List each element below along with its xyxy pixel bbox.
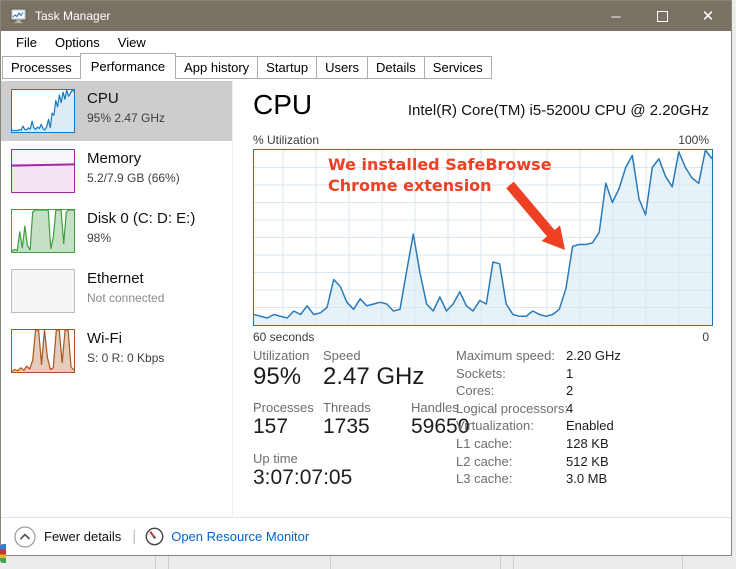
- processes-value: 157: [253, 415, 289, 438]
- sidebar-item-disk0[interactable]: Disk 0 (C: D: E:) 98%: [1, 201, 232, 261]
- tab-processes[interactable]: Processes: [2, 56, 81, 79]
- detail-row: L2 cache: 512 KB: [456, 453, 609, 469]
- menu-file[interactable]: File: [16, 35, 37, 50]
- ethernet-chart-icon: [11, 269, 75, 313]
- annotation-arrow-icon: [506, 181, 565, 250]
- chart-canvas: [254, 150, 712, 325]
- annotation-text: We installed SafeBrowse Chrome extension: [328, 155, 552, 195]
- memory-fill: [12, 164, 74, 192]
- tab-performance[interactable]: Performance: [79, 53, 177, 79]
- detail-row: Sockets: 1: [456, 365, 574, 381]
- cpu-details-list: Maximum speed: 2.20 GHz Sockets: 1 Cores: 2…: [456, 348, 714, 489]
- handles-label: Handles: [411, 400, 459, 415]
- task-manager-window: Task Manager ─ ✕ File Options View Proce…: [0, 0, 732, 556]
- background-divider: [513, 556, 514, 569]
- performance-sidebar: CPU 95% 2.47 GHz Memory 5.2/7.9 GB (66%)…: [1, 81, 233, 517]
- utilization-value: 95%: [253, 363, 302, 390]
- menu-options[interactable]: Options: [54, 35, 100, 50]
- sidebar-item-subtitle: 5.2/7.9 GB (66%): [87, 171, 180, 185]
- sidebar-item-subtitle: 95% 2.47 GHz: [87, 111, 166, 125]
- sidebar-item-title: Wi-Fi: [87, 330, 122, 347]
- chevron-up-circle-icon: [14, 525, 36, 548]
- window-title: Task Manager: [35, 9, 111, 23]
- sidebar-item-wifi[interactable]: Wi-Fi S: 0 R: 0 Kbps: [1, 321, 232, 381]
- menu-view[interactable]: View: [117, 35, 146, 50]
- uptime-label: Up time: [253, 451, 298, 466]
- tab-strip: Processes Performance App history Startu…: [2, 53, 731, 79]
- processor-name: Intel(R) Core(TM) i5-5200U CPU @ 2.20GHz: [407, 102, 709, 119]
- sidebar-item-subtitle: Not connected: [87, 291, 165, 305]
- uptime-value: 3:07:07:05: [253, 466, 353, 489]
- page-title: CPU: [253, 89, 313, 120]
- tab-users[interactable]: Users: [316, 56, 369, 79]
- sidebar-item-title: Ethernet: [87, 270, 144, 287]
- disk-sparkline-icon: [11, 209, 75, 253]
- maximize-button[interactable]: [639, 1, 685, 31]
- background-divider: [168, 556, 169, 569]
- open-resource-monitor-link[interactable]: Open Resource Monitor: [145, 527, 309, 546]
- detail-row: L1 cache: 128 KB: [456, 435, 609, 451]
- detail-row: Virtualization: Enabled: [456, 418, 614, 434]
- tab-startup[interactable]: Startup: [257, 56, 318, 79]
- background-divider: [330, 556, 331, 569]
- background-divider: [155, 556, 156, 569]
- sidebar-item-subtitle: S: 0 R: 0 Kbps: [87, 351, 165, 365]
- cpu-sparkline-icon: [11, 89, 75, 133]
- minimize-button[interactable]: ─: [611, 8, 621, 24]
- fewer-details-button[interactable]: Fewer details: [14, 525, 121, 548]
- detail-row: Maximum speed: 2.20 GHz: [456, 348, 621, 363]
- threads-value: 1735: [323, 415, 370, 438]
- sidebar-item-title: Memory: [87, 150, 142, 167]
- detail-row: Logical processors: 4: [456, 400, 574, 416]
- task-manager-icon: [10, 8, 27, 24]
- background-divider: [500, 556, 501, 569]
- wifi-sparkline-icon: [11, 329, 75, 373]
- threads-label: Threads: [323, 400, 371, 415]
- sidebar-item-subtitle: 98%: [87, 231, 112, 245]
- detail-row: L3 cache: 3.0 MB: [456, 471, 608, 487]
- utilization-label: Utilization: [253, 348, 310, 363]
- y-axis-label: % Utilization: [253, 133, 320, 147]
- sidebar-item-cpu[interactable]: CPU 95% 2.47 GHz: [1, 81, 232, 141]
- resource-monitor-gauge-icon: [145, 527, 164, 546]
- speed-label: Speed: [323, 348, 361, 363]
- detail-row: Cores: 2: [456, 383, 574, 399]
- title-bar[interactable]: Task Manager ─ ✕: [1, 1, 731, 31]
- speed-value: 2.47 GHz: [323, 363, 425, 390]
- tab-details[interactable]: Details: [367, 56, 425, 79]
- y-axis-max-label: 100%: [678, 133, 709, 147]
- cpu-utilization-chart[interactable]: We installed SafeBrowse Chrome extension: [253, 149, 713, 326]
- close-button[interactable]: ✕: [701, 8, 715, 25]
- sidebar-item-memory[interactable]: Memory 5.2/7.9 GB (66%): [1, 141, 232, 201]
- sidebar-item-title: Disk 0 (C: D: E:): [87, 210, 196, 227]
- footer-divider: |: [132, 528, 137, 545]
- background-divider: [682, 556, 683, 569]
- background-app-icon: [0, 544, 6, 563]
- memory-usage-icon: [11, 149, 75, 193]
- maximize-icon: [656, 10, 668, 22]
- x-axis-right-label: 0: [702, 330, 709, 344]
- footer-bar: Fewer details | Open Resource Monitor: [1, 517, 731, 555]
- x-axis-left-label: 60 seconds: [253, 330, 315, 344]
- menu-bar: File Options View: [1, 31, 731, 54]
- sidebar-item-title: CPU: [87, 90, 119, 107]
- tab-services[interactable]: Services: [423, 56, 492, 79]
- tab-app-history[interactable]: App history: [175, 56, 259, 79]
- processes-label: Processes: [253, 400, 314, 415]
- sidebar-item-ethernet[interactable]: Ethernet Not connected: [1, 261, 232, 321]
- handles-value: 59650: [411, 415, 470, 438]
